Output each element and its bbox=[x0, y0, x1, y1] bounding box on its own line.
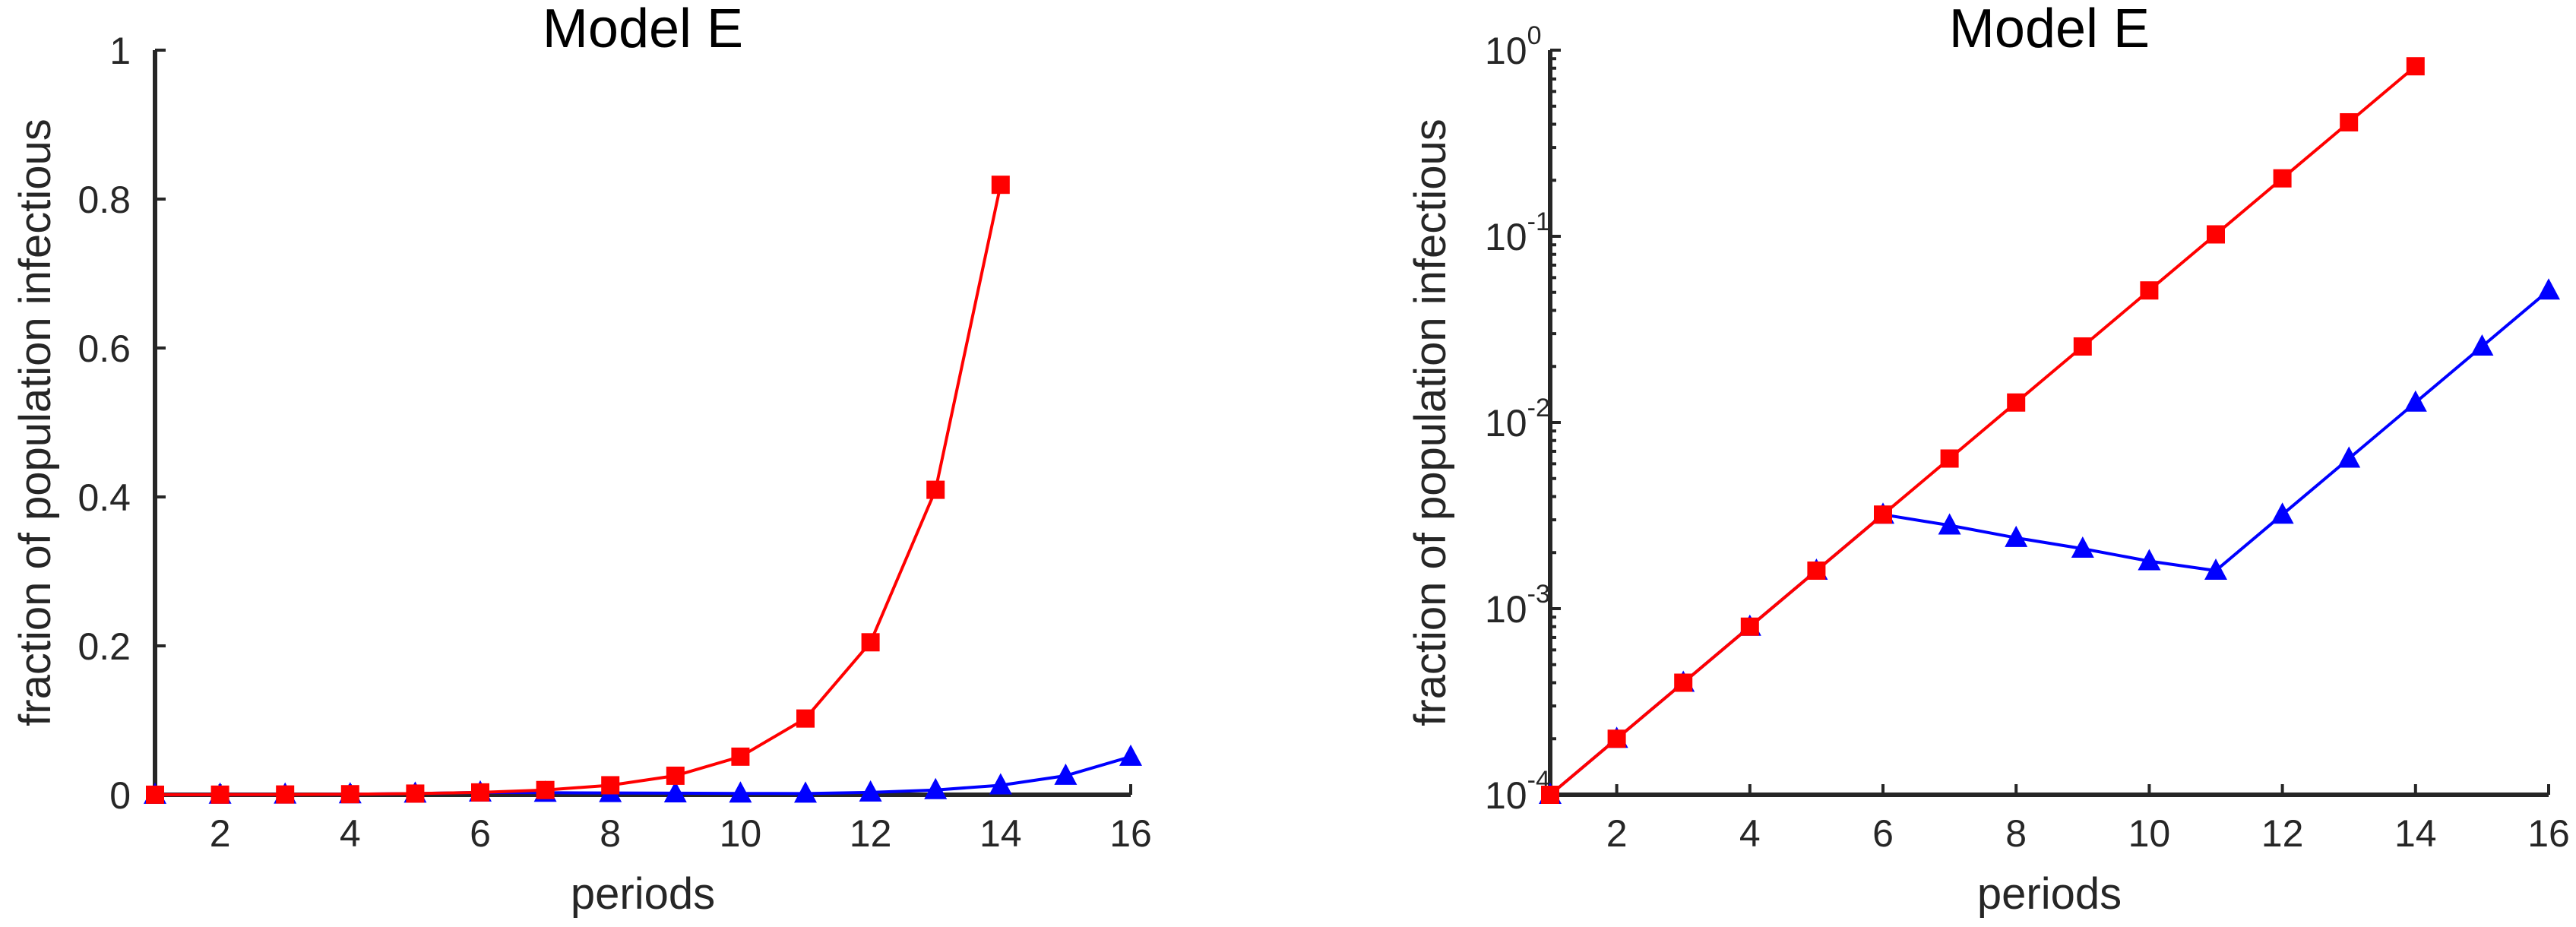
chart0-data-point bbox=[601, 776, 620, 795]
chart1-data-point bbox=[2340, 112, 2359, 131]
chart1-y-tick-label: 10-3 bbox=[1485, 580, 1550, 631]
chart1-x-tick-label: 8 bbox=[2005, 812, 2027, 855]
chart0-data-point bbox=[989, 773, 1012, 795]
chart1-data-point bbox=[2273, 169, 2292, 188]
chart0-data-point bbox=[536, 780, 555, 799]
chart0-data-point bbox=[924, 777, 948, 799]
chart0-title: Model E bbox=[543, 0, 743, 59]
chart0-data-point bbox=[471, 783, 489, 802]
chart0-data-point bbox=[146, 785, 164, 804]
chart0-x-label: periods bbox=[571, 869, 715, 919]
chart0-series-line bbox=[154, 184, 1002, 796]
chart0-y-tick-label: 0 bbox=[109, 774, 131, 817]
chart1-x-label: periods bbox=[1977, 869, 2122, 919]
chart0-x-tick-label: 14 bbox=[979, 812, 1022, 855]
chart1-data-point bbox=[1740, 617, 1759, 636]
chart0-data-point bbox=[859, 780, 882, 802]
chart0-data-point bbox=[406, 784, 425, 803]
chart1-series-line bbox=[1549, 65, 2417, 796]
chart1-data-point bbox=[1940, 449, 1959, 468]
chart1-x-tick-label: 16 bbox=[2527, 812, 2570, 855]
chart1-data-point bbox=[2404, 390, 2427, 412]
chart1-data-point bbox=[2207, 225, 2225, 244]
chart0-data-point bbox=[991, 176, 1010, 195]
chart0-data-point bbox=[731, 747, 750, 766]
chart0-data-point bbox=[794, 781, 817, 803]
chart1-title: Model E bbox=[1949, 0, 2150, 59]
chart0-data-point bbox=[729, 781, 752, 803]
chart1-data-point bbox=[2140, 281, 2159, 300]
chart1-data-point bbox=[2271, 502, 2294, 524]
chart1-data-point bbox=[1607, 729, 1626, 748]
chart1-x-tick-label: 4 bbox=[1739, 812, 1761, 855]
chart1-x-tick-label: 6 bbox=[1872, 812, 1894, 855]
chart1-data-point bbox=[1674, 673, 1693, 692]
chart1-x-tick-label: 10 bbox=[2128, 812, 2171, 855]
chart0-data-point bbox=[276, 785, 295, 804]
chart1-data-point bbox=[1938, 513, 1961, 535]
chart1-data-point bbox=[1541, 786, 1559, 804]
chart0-data-point bbox=[796, 709, 815, 728]
chart0: 2 4 6 8 10 12 14 16 0 0.2 0.4 0.6 0.8 1 Model E periods… bbox=[11, 0, 1152, 919]
chart1-data-point bbox=[2071, 536, 2094, 558]
chart0-series-red-squares bbox=[146, 176, 1010, 804]
chart0-x-tick-label: 8 bbox=[600, 812, 621, 855]
chart0-data-point bbox=[666, 766, 685, 785]
chart0-x-tick-label: 16 bbox=[1109, 812, 1152, 855]
chart0-x-tick-label: 2 bbox=[210, 812, 231, 855]
chart1-data-point bbox=[2337, 446, 2361, 468]
chart0-data-point bbox=[210, 785, 229, 804]
chart0-y-label: fraction of population infectious bbox=[11, 119, 60, 726]
chart1-x-tick-label: 2 bbox=[1606, 812, 1628, 855]
chart1-data-point bbox=[1874, 505, 1892, 524]
chart0-x-tick-label: 10 bbox=[720, 812, 762, 855]
chart1-x-tick-label: 12 bbox=[2261, 812, 2304, 855]
chart0-x-tick-label: 6 bbox=[470, 812, 491, 855]
chart0-y-tick-label: 0.2 bbox=[78, 625, 131, 668]
chart0-y-tick-label: 0.8 bbox=[78, 179, 131, 221]
chart0-data-point bbox=[663, 780, 687, 802]
chart1-data-point bbox=[2470, 334, 2494, 356]
chart1-data-point bbox=[2204, 558, 2227, 580]
chart0-y-tick-label: 0.4 bbox=[78, 476, 131, 519]
chart1-data-point bbox=[2007, 393, 2026, 412]
chart0-x-tick-label: 12 bbox=[850, 812, 892, 855]
chart0-y-tick-label: 0.6 bbox=[78, 327, 131, 370]
chart1-x-tick-label: 14 bbox=[2394, 812, 2437, 855]
chart0-y-tick-label: 1 bbox=[109, 30, 131, 72]
chart0-data-point bbox=[1119, 744, 1142, 766]
chart1-y-label: fraction of population infectious bbox=[1406, 119, 1455, 726]
chart0-data-point bbox=[926, 480, 945, 499]
chart1-series-red-squares bbox=[1541, 57, 2425, 804]
chart1-data-point bbox=[2406, 57, 2425, 76]
chart1-data-point bbox=[2537, 278, 2560, 300]
chart0-data-point bbox=[861, 633, 880, 652]
chart0-data-point bbox=[1054, 763, 1078, 785]
chart1-data-point bbox=[2138, 549, 2161, 571]
chart1-data-point bbox=[2005, 525, 2028, 547]
chart1-data-point bbox=[1807, 561, 1826, 580]
chart0-x-tick-label: 4 bbox=[340, 812, 361, 855]
chart0-data-point bbox=[340, 785, 359, 804]
chart1-data-point bbox=[2073, 337, 2092, 356]
